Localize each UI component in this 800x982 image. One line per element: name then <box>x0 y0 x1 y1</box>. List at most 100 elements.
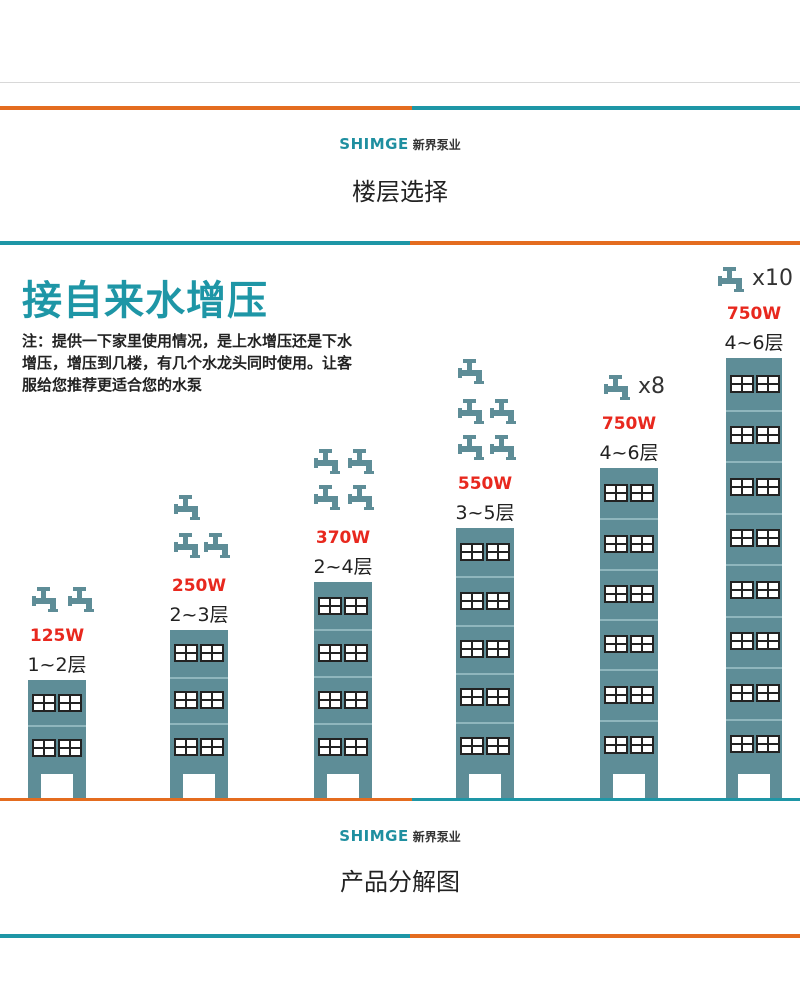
power-label: 125W <box>29 626 85 646</box>
window <box>604 685 628 704</box>
building-4 <box>456 528 514 800</box>
usage-note: 注：提供一下家里使用情况，是上水增压还是下水增压，增压到几楼，有几个水龙头同时使… <box>22 332 353 394</box>
window <box>32 693 56 712</box>
window <box>344 596 368 615</box>
window <box>460 640 484 658</box>
building-6 <box>726 358 782 800</box>
floor-divider <box>456 576 514 579</box>
window <box>200 737 224 756</box>
brand-name-en-2: SHIMGE <box>339 827 409 845</box>
door <box>183 774 215 800</box>
brand-name-cn-2: 新界泵业 <box>412 830 461 844</box>
window <box>630 484 654 503</box>
building-2 <box>170 630 228 800</box>
floor-divider <box>28 725 86 727</box>
window <box>460 688 484 707</box>
headline: 接自来水增压 <box>22 278 268 324</box>
door <box>327 774 359 800</box>
floor-divider <box>170 676 228 679</box>
window <box>200 691 224 709</box>
faucet-multiplier: x8 <box>638 374 666 399</box>
faucet-icon <box>458 359 484 384</box>
door <box>41 774 73 800</box>
color-band-3 <box>0 934 800 938</box>
building-5 <box>600 468 658 800</box>
power-label: 750W <box>601 414 657 434</box>
window <box>730 477 754 496</box>
window <box>630 635 654 654</box>
window <box>174 644 198 663</box>
window <box>58 738 82 757</box>
floor-divider <box>456 624 514 627</box>
window <box>344 643 368 662</box>
building-3 <box>314 582 372 800</box>
window <box>630 534 654 553</box>
brand-logo: SHIMGE 新界泵业 <box>0 134 800 153</box>
faucet-icon <box>174 533 200 558</box>
brand-name-cn: 新界泵业 <box>412 138 461 152</box>
window <box>630 735 654 754</box>
floor-divider <box>726 461 782 463</box>
window <box>318 596 342 615</box>
window <box>486 688 510 707</box>
window <box>486 591 510 610</box>
faucet-icon <box>604 375 630 400</box>
ground-band <box>0 798 800 801</box>
faucet-icon <box>490 399 516 424</box>
faucet-icon <box>314 449 340 474</box>
power-label: 750W <box>726 304 782 324</box>
faucet-multiplier: x10 <box>752 266 794 291</box>
floor-divider <box>314 629 372 631</box>
floor-divider <box>456 673 514 676</box>
window <box>756 735 780 754</box>
window <box>756 374 780 393</box>
section-title-exploded-view: 产品分解图 <box>340 868 460 896</box>
floor-range-label: 4~6层 <box>599 442 659 464</box>
door <box>613 774 645 800</box>
faucet-icon <box>458 399 484 424</box>
floor-range-label: 3~5层 <box>455 502 515 524</box>
floor-divider <box>456 721 514 724</box>
window <box>344 690 368 709</box>
window <box>460 736 484 755</box>
window <box>756 580 780 599</box>
window <box>756 477 780 496</box>
window <box>318 643 342 662</box>
floor-divider <box>726 615 782 618</box>
floor-divider <box>726 667 782 669</box>
floor-divider <box>314 676 372 678</box>
window <box>604 635 628 654</box>
window <box>604 735 628 754</box>
power-label: 550W <box>457 474 513 494</box>
section-title-floor-select: 楼层选择 <box>352 178 448 206</box>
window <box>730 683 754 702</box>
window <box>174 737 198 756</box>
window <box>174 691 198 709</box>
building-1 <box>28 680 86 800</box>
window <box>344 737 368 756</box>
door <box>469 774 501 800</box>
floor-divider <box>726 564 782 566</box>
floor-divider <box>314 723 372 725</box>
top-divider <box>0 82 800 83</box>
window <box>318 737 342 756</box>
window <box>630 685 654 704</box>
window <box>200 644 224 663</box>
window <box>756 426 780 445</box>
window <box>318 690 342 709</box>
window <box>730 735 754 754</box>
window <box>730 580 754 599</box>
floor-range-label: 2~4层 <box>313 556 373 578</box>
faucet-icon <box>68 587 94 612</box>
window <box>730 426 754 445</box>
floor-divider <box>170 723 228 726</box>
faucet-icon <box>314 485 340 510</box>
window <box>460 591 484 610</box>
color-band-2 <box>0 241 800 245</box>
window <box>604 534 628 553</box>
brand-name-en: SHIMGE <box>339 135 409 153</box>
floor-divider <box>600 518 658 521</box>
window <box>730 632 754 651</box>
power-label: 370W <box>315 528 371 548</box>
faucet-icon <box>32 587 58 612</box>
